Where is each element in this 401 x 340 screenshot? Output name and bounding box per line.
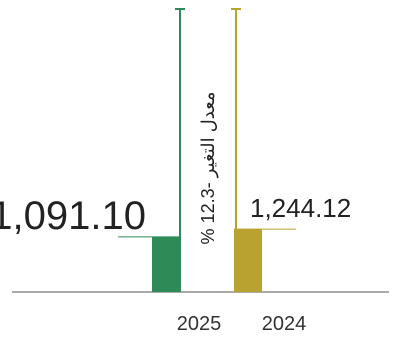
change-rate-label: معدل التغير -12.3 % [198, 92, 219, 245]
x-tick-label-2024: 2024 [262, 313, 307, 335]
bar-group-2024: 1,244.12 2024 [231, 8, 351, 335]
bar-group-2025: 1,091.10 2025 [0, 8, 222, 335]
bar-2024 [234, 229, 262, 292]
bar-2025 [152, 236, 180, 292]
bar-value-label-2025: 1,091.10 [0, 194, 146, 238]
bar-value-label-2024: 1,244.12 [250, 193, 351, 223]
x-tick-label-2025: 2025 [177, 313, 222, 335]
